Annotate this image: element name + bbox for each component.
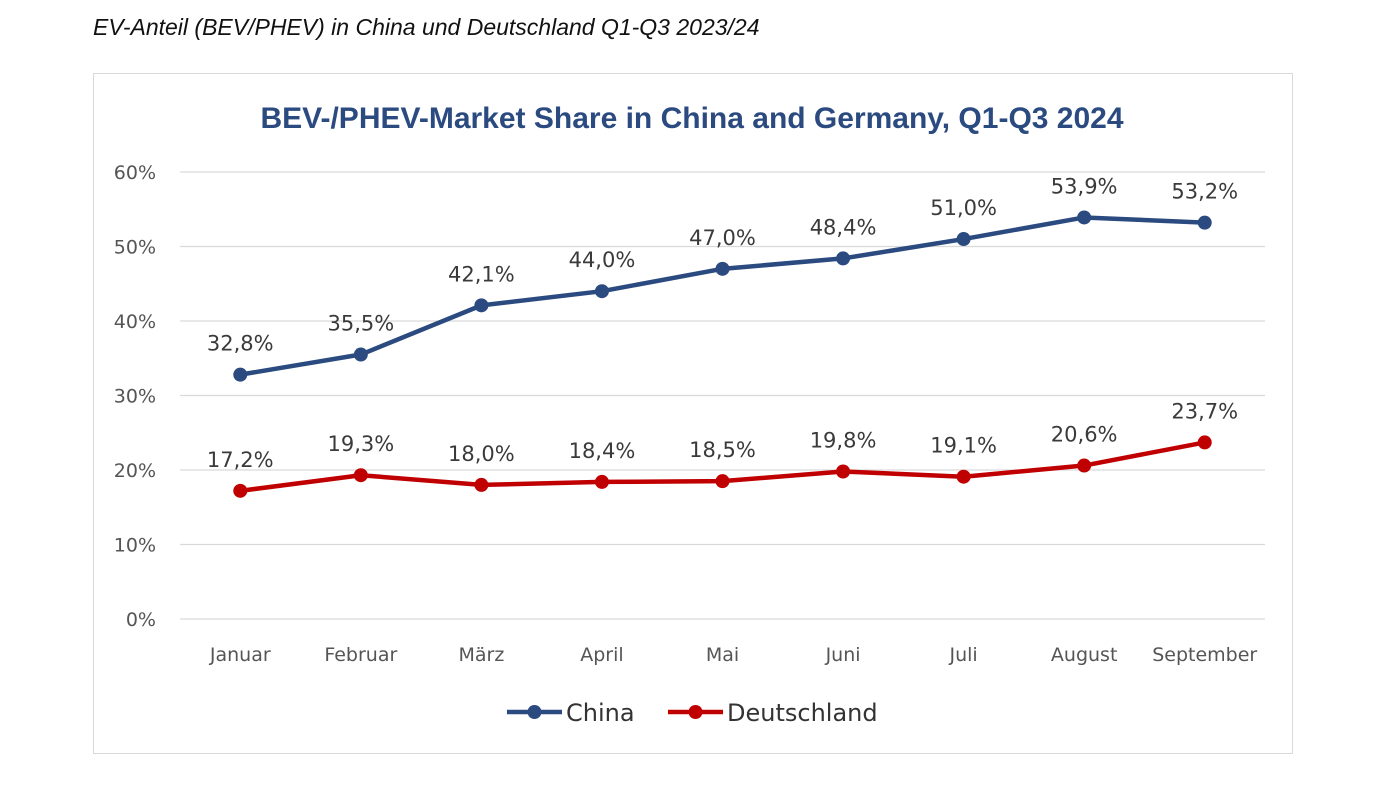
data-label: 19,8% <box>810 428 877 452</box>
data-label: 19,1% <box>930 434 997 458</box>
page-caption: EV-Anteil (BEV/PHEV) in China und Deutsc… <box>93 14 760 40</box>
data-label: 18,5% <box>689 438 756 462</box>
data-label: 53,9% <box>1051 174 1118 198</box>
x-tick-label: März <box>458 644 504 666</box>
data-label: 53,2% <box>1171 180 1238 204</box>
x-tick-label: Juni <box>825 644 861 666</box>
y-tick-label: 50% <box>114 237 156 259</box>
data-labels: 32,8% 35,5% 42,1% 44,0% 47,0% 48,4% 51,0% 53,9%… <box>207 174 1238 471</box>
data-label: 18,0% <box>448 442 515 466</box>
y-tick-label: 0% <box>126 609 156 631</box>
x-tick-label: April <box>580 644 623 666</box>
data-point <box>233 483 248 498</box>
data-point <box>836 251 851 266</box>
data-label: 32,8% <box>207 332 274 356</box>
data-point <box>715 261 730 276</box>
data-point <box>474 477 489 492</box>
data-point <box>353 468 368 483</box>
data-label: 42,1% <box>448 262 515 286</box>
chart-frame <box>93 73 1293 754</box>
data-point <box>1077 210 1092 225</box>
data-point <box>353 347 368 362</box>
x-tick-label: August <box>1051 644 1118 666</box>
legend-swatch-marker <box>688 705 703 719</box>
y-tick-label: 30% <box>114 386 156 408</box>
data-label: 23,7% <box>1171 399 1238 423</box>
y-tick-label: 10% <box>114 535 156 557</box>
x-tick-label: Juli <box>949 644 978 666</box>
x-tick-label: Mai <box>706 644 739 666</box>
data-label: 47,0% <box>689 226 756 250</box>
data-label: 51,0% <box>930 196 997 220</box>
data-point <box>836 464 851 479</box>
x-tick-label: Januar <box>209 644 271 666</box>
legend-item-china: China <box>507 699 635 727</box>
data-point <box>594 474 609 489</box>
legend: China Deutschland <box>507 699 878 727</box>
data-point <box>956 232 971 247</box>
legend-item-deutschland: Deutschland <box>668 699 878 727</box>
legend-swatch-marker <box>527 705 542 719</box>
y-tick-label: 20% <box>114 460 156 482</box>
data-label: 17,2% <box>207 448 274 472</box>
legend-label: China <box>566 699 635 727</box>
data-label: 20,6% <box>1051 423 1118 447</box>
data-point <box>1197 215 1212 230</box>
data-point <box>715 474 730 489</box>
x-tick-label: September <box>1152 644 1257 666</box>
chart-title: BEV-/PHEV-Market Share in China and Germ… <box>260 102 1123 135</box>
data-point <box>956 469 971 484</box>
legend-label: Deutschland <box>727 699 878 727</box>
data-label: 48,4% <box>810 215 877 239</box>
data-label: 44,0% <box>569 248 636 272</box>
series-china <box>233 210 1212 382</box>
series-layer <box>233 210 1212 498</box>
series-deutschland <box>233 435 1212 498</box>
data-point <box>1197 435 1212 450</box>
y-axis-ticks: 0% 10% 20% 30% 40% 50% 60% <box>114 162 156 631</box>
y-tick-label: 40% <box>114 311 156 333</box>
x-tick-label: Februar <box>324 644 397 666</box>
y-tick-label: 60% <box>114 162 156 184</box>
data-point <box>1077 458 1092 473</box>
data-label: 18,4% <box>569 439 636 463</box>
data-point <box>474 298 489 313</box>
data-label: 19,3% <box>327 432 394 456</box>
data-point <box>594 284 609 299</box>
data-label: 35,5% <box>327 312 394 336</box>
data-point <box>233 367 248 382</box>
x-axis-ticks: Januar Februar März April Mai Juni Juli August S… <box>209 644 1258 666</box>
